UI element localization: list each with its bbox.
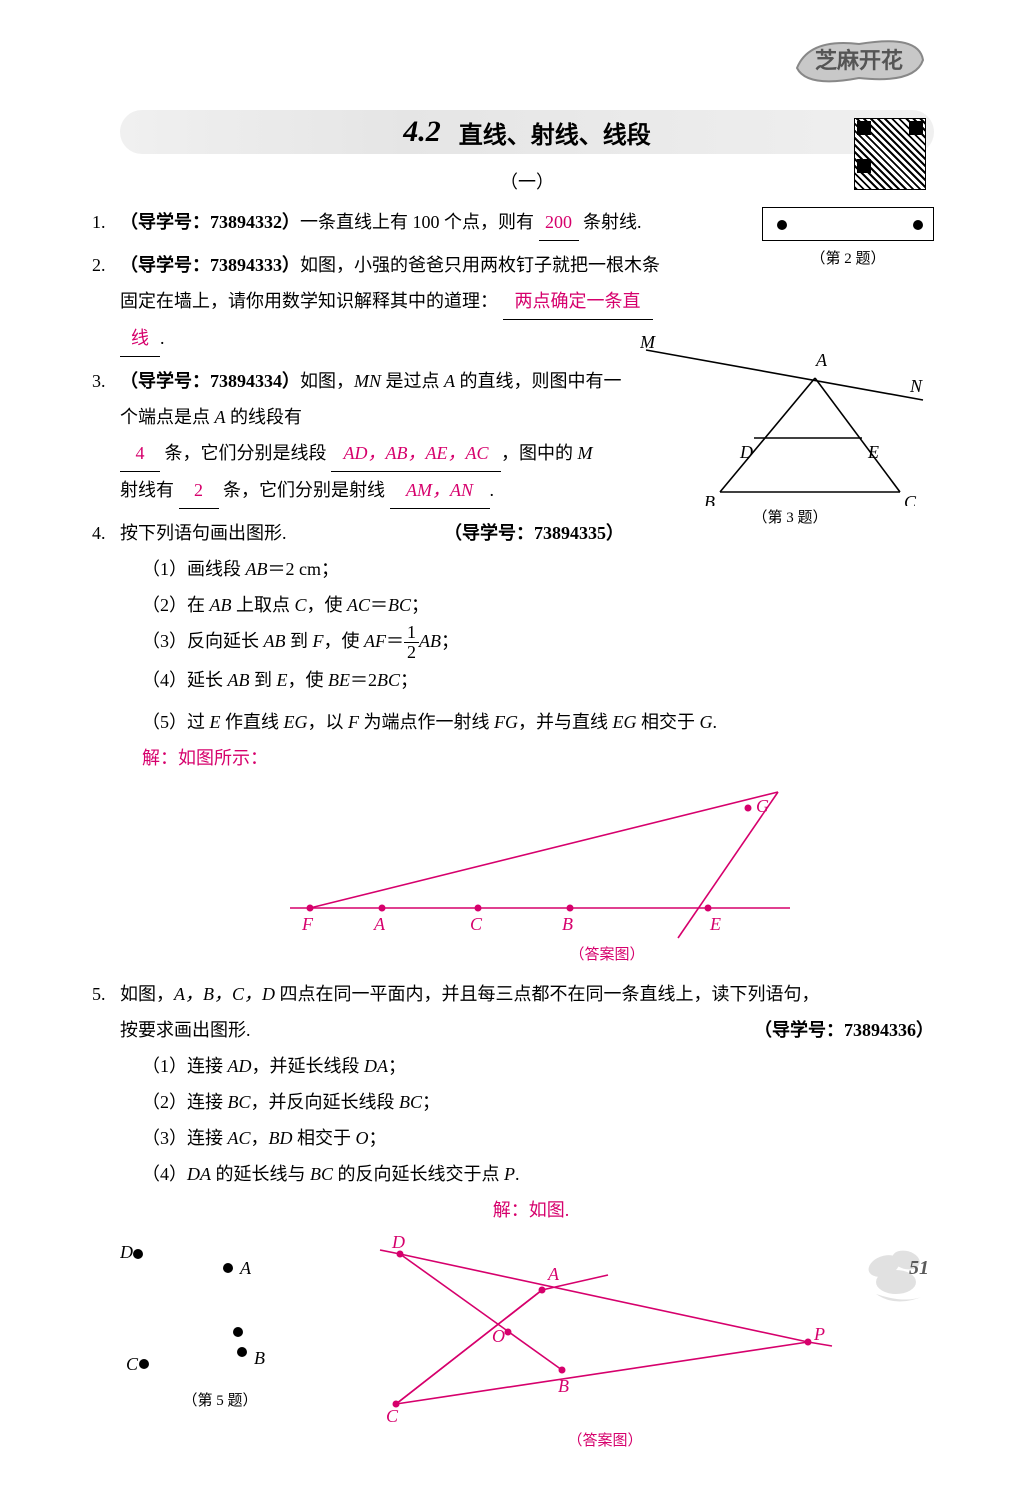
svg-text:A: A (373, 914, 386, 934)
q3-ans-rays: AM，AN (390, 472, 490, 509)
problem-3: 3. （导学号：73894334）如图，MN 是过点 A 的直线，则图中有一个端… (120, 363, 934, 509)
q4-item-3: （3）反向延长 AB 到 F，使 AF＝12AB； (120, 623, 624, 662)
q5-item-4: （4）DA 的延长线与 BC 的反向延长线交于点 P. (120, 1156, 934, 1192)
q1-answer: 200 (539, 204, 579, 241)
q5-solution-label: 解：如图. (290, 1192, 750, 1228)
problem-1: 1. （导学号：73894332）一条直线上有 100 个点，则有 200 条射… (120, 204, 934, 241)
dxh-q5: （导学号：73894336） (754, 1012, 934, 1048)
svg-text:B: B (558, 1376, 569, 1396)
q1-text-before: 一条直线上有 100 个点，则有 (300, 212, 534, 232)
section-number: 4.2 (403, 115, 441, 149)
svg-text:C: C (386, 1406, 399, 1426)
problem-4b: （5）过 E 作直线 EG，以 F 为端点作一射线 FG，并与直线 EG 相交于… (120, 704, 934, 970)
page-number: 51 (909, 1257, 929, 1280)
problem-number: 4. (92, 515, 106, 551)
svg-text:C: C (126, 1354, 139, 1374)
q4-stem: 按下列语句画出图形. (120, 523, 287, 543)
svg-text:D: D (391, 1236, 405, 1252)
q2-answer-1: 两点确定一条直 (503, 283, 653, 320)
section-title: 直线、射线、线段 (459, 115, 651, 150)
dxh-q4: （导学号：73894335） (444, 515, 624, 551)
dxh-q2: （导学号：73894333） (120, 255, 300, 275)
problem-5: 5. 如图，A，B，C，D 四点在同一平面内，并且每三点都不在同一条直线上，读下… (120, 976, 934, 1456)
svg-text:P: P (813, 1324, 825, 1344)
decoration-flower-icon (846, 1238, 946, 1308)
svg-text:A: A (239, 1258, 252, 1278)
q4-item-1: （1）画线段 AB＝2 cm； (120, 551, 624, 587)
q4-item-4: （4）延长 AB 到 E，使 BE＝2BC； (120, 662, 624, 698)
q4-solution-label: 解：如图所示： (120, 740, 934, 776)
q4-item-2: （2）在 AB 上取点 C，使 AC＝BC； (120, 587, 624, 623)
svg-text:A: A (547, 1264, 560, 1284)
problem-number: 3. (92, 363, 106, 399)
figure-q5-answer: D A O B C P （答案图） (370, 1236, 840, 1456)
dxh-q3: （导学号：73894334） (120, 371, 300, 391)
subsection-label: （一） (120, 168, 934, 194)
problem-4: 4. 按下列语句画出图形. （导学号：73894335） （1）画线段 AB＝2… (120, 515, 934, 698)
svg-text:B: B (254, 1348, 265, 1368)
brand-logo: 芝麻开花 (789, 30, 929, 90)
svg-text:E: E (709, 914, 721, 934)
figure-caption-ans-2: （答案图） (370, 1426, 840, 1456)
q3-ans-segments: AD，AB，AE，AC (331, 435, 501, 472)
section-header: 4.2 直线、射线、线段 (120, 110, 934, 154)
qr-code (854, 118, 926, 190)
q3-ans-seg-count: 4 (120, 435, 160, 472)
svg-text:C: C (470, 914, 483, 934)
svg-text:D: D (120, 1242, 133, 1262)
figure-caption-ans-1: （答案图） (280, 940, 934, 970)
figure-caption-q5: （第 5 题） (120, 1386, 320, 1416)
dxh-q1: （导学号：73894332） (120, 212, 300, 232)
q2-text-a: 如图，小强的爸爸只用两枚钉子就把一根木条 (300, 255, 660, 275)
figure-q5-given: D A B C （第 5 题） (120, 1236, 320, 1416)
svg-text:B: B (562, 914, 573, 934)
problem-number: 1. (92, 204, 106, 240)
q2-text-b: 固定在墙上，请你用数学知识解释其中的道理： (120, 291, 498, 311)
svg-text:F: F (301, 914, 314, 934)
figure-q4-answer: F A C B E G （答案图） (280, 780, 934, 970)
svg-text:芝麻开花: 芝麻开花 (815, 48, 903, 73)
svg-text:G: G (756, 796, 769, 816)
problem-number: 2. (92, 247, 106, 283)
q5-item-3: （3）连接 AC，BD 相交于 O； (120, 1120, 934, 1156)
q1-text-after: 条射线. (583, 212, 642, 232)
q5-item-1: （1）连接 AD，并延长线段 DA； (120, 1048, 934, 1084)
problem-number: 5. (92, 976, 106, 1012)
q5-item-2: （2）连接 BC，并反向延长线段 BC； (120, 1084, 934, 1120)
q2-answer-2: 线 (120, 320, 160, 357)
q4-item-5: （5）过 E 作直线 EG，以 F 为端点作一射线 FG，并与直线 EG 相交于… (120, 704, 934, 740)
svg-text:O: O (492, 1326, 505, 1346)
q3-ans-ray-count: 2 (179, 472, 219, 509)
problem-2: 2. （导学号：73894333）如图，小强的爸爸只用两枚钉子就把一根木条 固定… (120, 247, 934, 357)
